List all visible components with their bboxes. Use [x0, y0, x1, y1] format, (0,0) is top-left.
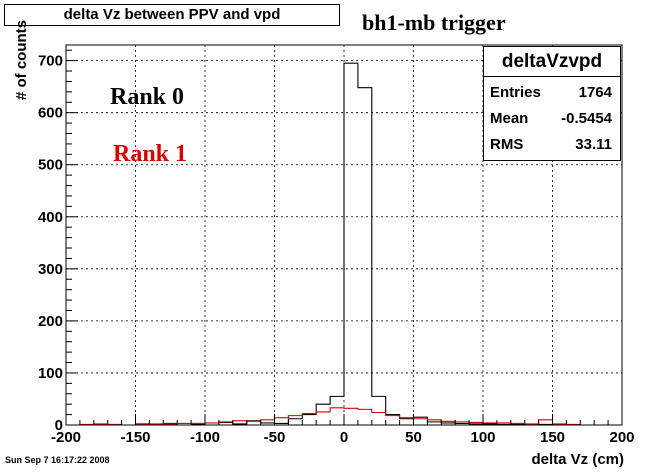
- stats-title: deltaVzvpd: [484, 47, 620, 77]
- y-tick-label: 100: [38, 365, 63, 382]
- y-axis-label: # of counts: [13, 20, 30, 101]
- x-tick-label: 150: [540, 429, 565, 446]
- x-tick-label: -200: [51, 429, 81, 446]
- x-tick-label: 50: [405, 429, 422, 446]
- stats-value: 33.11: [575, 136, 612, 153]
- stats-key: Mean: [490, 110, 529, 127]
- y-tick-label: 700: [38, 53, 63, 70]
- trigger-label: bh1-mb trigger: [362, 10, 506, 35]
- stats-key: Entries: [490, 84, 541, 101]
- chart-title: delta Vz between PPV and vpd: [63, 6, 281, 23]
- tick-labels: -200 -150 -100 -50 0 50 100 150 200 0 100 200 300 400…: [38, 53, 635, 446]
- timestamp: Sun Sep 7 16:17:22 2008: [5, 455, 110, 465]
- stats-key: RMS: [490, 136, 524, 153]
- stats-value: 1764: [578, 84, 612, 101]
- x-tick-label: 0: [340, 429, 348, 446]
- y-tick-label: 500: [38, 157, 63, 174]
- legend-rank0: Rank 0: [110, 84, 185, 110]
- plot-frame: [65, 44, 623, 426]
- x-axis-label: delta Vz (cm): [531, 451, 624, 468]
- stats-row-rms: RMS 33.11: [490, 132, 612, 158]
- axis-ticks: [65, 49, 623, 426]
- y-tick-label: 300: [38, 261, 63, 278]
- legend-rank1: Rank 1: [113, 141, 188, 167]
- y-tick-label: 0: [55, 417, 63, 434]
- x-tick-label: -100: [190, 429, 220, 446]
- x-tick-label: 200: [609, 429, 634, 446]
- histogram-series-rank1: [66, 407, 622, 426]
- y-tick-label: 400: [38, 209, 63, 226]
- stats-value: -0.5454: [561, 110, 612, 127]
- x-tick-label: -150: [120, 429, 150, 446]
- stats-box: deltaVzvpd Entries 1764 Mean -0.5454 RMS…: [483, 46, 621, 161]
- x-tick-label: -50: [264, 429, 286, 446]
- y-tick-label: 200: [38, 313, 63, 330]
- stats-row-mean: Mean -0.5454: [490, 106, 612, 132]
- stats-row-entries: Entries 1764: [490, 80, 612, 106]
- x-tick-label: 100: [470, 429, 495, 446]
- y-tick-label: 600: [38, 105, 63, 122]
- title-box: delta Vz between PPV and vpd: [4, 4, 340, 26]
